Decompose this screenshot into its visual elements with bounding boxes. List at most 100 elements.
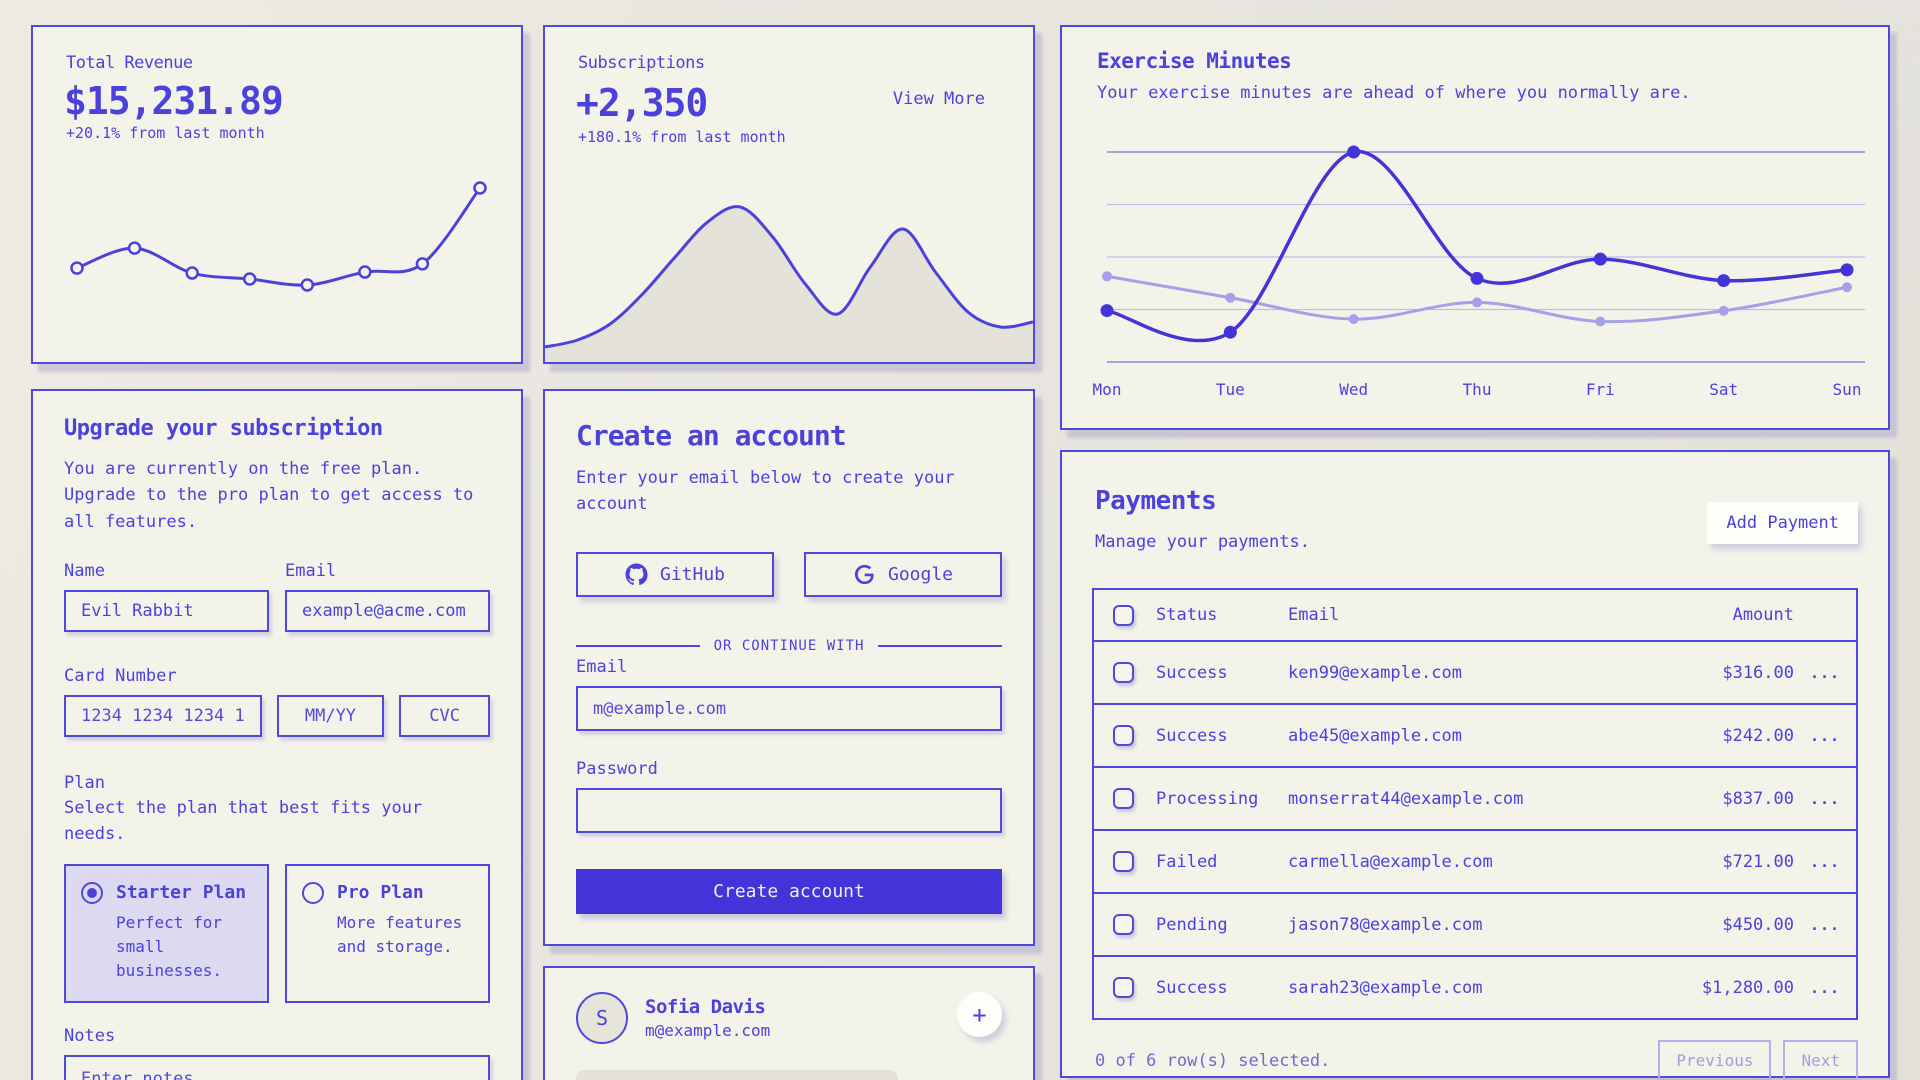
create-password-label: Password	[576, 759, 658, 779]
create-account-card: Create an account Enter your email below…	[543, 389, 1035, 946]
status-cell: Processing	[1156, 788, 1259, 809]
email-cell: carmella@example.com	[1288, 851, 1493, 872]
revenue-sparkline-chart	[70, 181, 487, 292]
row-menu-button[interactable]: ...	[1809, 978, 1841, 997]
status-cell: Success	[1156, 662, 1228, 683]
chat-user-name: Sofia Davis	[645, 996, 766, 1018]
status-cell: Success	[1156, 977, 1228, 998]
starter-plan-description: Perfect for small businesses.	[116, 912, 222, 980]
pro-plan-radio[interactable]	[302, 881, 324, 904]
email-cell: ken99@example.com	[1288, 662, 1462, 683]
github-icon	[625, 563, 648, 586]
chat-card: S Sofia Davis m@example.com +	[543, 966, 1035, 1080]
row-menu-button[interactable]: ...	[1809, 726, 1841, 745]
create-account-title: Create an account	[576, 419, 847, 452]
select-all-checkbox[interactable]	[1113, 604, 1134, 626]
plan-option-starter[interactable]: Starter Plan Perfect for small businesse…	[64, 863, 269, 1003]
next-page-button[interactable]: Next	[1783, 1040, 1858, 1080]
notes-field[interactable]	[64, 1055, 490, 1080]
subscriptions-card: Subscriptions +2,350 +180.1% from last m…	[543, 25, 1035, 364]
row-checkbox[interactable]	[1113, 725, 1134, 746]
total-revenue-card: Total Revenue $15,231.89 +20.1% from las…	[31, 25, 523, 364]
table-row[interactable]: Success ken99@example.com $316.00...	[1094, 640, 1856, 703]
table-row[interactable]: Success sarah23@example.com $1,280.00...	[1094, 955, 1856, 1018]
email-label: Email	[285, 561, 337, 581]
row-checkbox[interactable]	[1113, 851, 1134, 872]
table-row[interactable]: Pending jason78@example.com $450.00...	[1094, 892, 1856, 955]
pro-plan-name: Pro Plan	[337, 882, 424, 904]
status-cell: Success	[1156, 725, 1228, 746]
table-row[interactable]: Success abe45@example.com $242.00...	[1094, 703, 1856, 766]
svg-text:Mon: Mon	[1093, 380, 1122, 399]
new-message-button[interactable]: +	[957, 992, 1002, 1037]
rows-selected-text: 0 of 6 row(s) selected.	[1095, 1050, 1331, 1071]
row-menu-button[interactable]: ...	[1809, 663, 1841, 682]
google-button[interactable]: Google	[804, 552, 1002, 597]
payments-table: Status Email Amount Success ken99@example…	[1092, 588, 1858, 1020]
create-email-field[interactable]	[576, 686, 1002, 731]
payments-table-header: Status Email Amount	[1094, 590, 1856, 640]
card-number-label: Card Number	[64, 666, 177, 686]
payments-subtitle: Manage your payments.	[1095, 532, 1310, 552]
svg-text:Wed: Wed	[1339, 380, 1368, 399]
github-button[interactable]: GitHub	[576, 552, 774, 597]
upgrade-title: Upgrade your subscription	[64, 416, 383, 441]
email-field[interactable]	[285, 590, 490, 632]
amount-cell: $837.00	[1722, 788, 1794, 809]
svg-text:Fri: Fri	[1586, 380, 1615, 399]
name-field[interactable]	[64, 590, 269, 632]
total-revenue-title: Total Revenue	[66, 53, 193, 73]
upgrade-subscription-card: Upgrade your subscription You are curren…	[31, 389, 523, 1080]
subscriptions-delta: +180.1% from last month	[578, 128, 786, 146]
github-button-label: GitHub	[659, 564, 726, 585]
amount-cell: $450.00	[1722, 914, 1794, 935]
previous-page-button[interactable]: Previous	[1658, 1040, 1772, 1080]
starter-plan-name: Starter Plan	[116, 882, 247, 904]
exercise-title: Exercise Minutes	[1097, 49, 1292, 73]
svg-text:Sat: Sat	[1709, 380, 1738, 399]
chat-message-bubble	[576, 1070, 898, 1080]
amount-cell: $721.00	[1722, 851, 1794, 872]
row-checkbox[interactable]	[1113, 662, 1134, 683]
plan-label: Plan	[64, 773, 105, 793]
email-cell: monserrat44@example.com	[1288, 788, 1524, 809]
add-payment-button[interactable]: Add Payment	[1707, 502, 1858, 544]
total-revenue-value: $15,231.89	[64, 79, 284, 123]
cvc-field[interactable]	[399, 695, 490, 737]
chat-user-email: m@example.com	[645, 1021, 771, 1040]
svg-text:Tue: Tue	[1216, 380, 1245, 399]
avatar: S	[576, 992, 628, 1044]
expiry-field[interactable]	[276, 695, 385, 737]
starter-plan-radio[interactable]	[81, 881, 103, 904]
payments-title: Payments	[1095, 486, 1217, 516]
status-cell: Failed	[1156, 851, 1218, 872]
column-header-amount: Amount	[1732, 605, 1794, 625]
divider-text: OR CONTINUE WITH	[713, 638, 865, 654]
pro-plan-description: More features and storage.	[337, 912, 463, 956]
plan-option-pro[interactable]: Pro Plan More features and storage.	[285, 863, 490, 1003]
amount-cell: $1,280.00	[1701, 977, 1794, 998]
row-menu-button[interactable]: ...	[1809, 915, 1841, 934]
card-number-field[interactable]	[64, 695, 262, 737]
table-row[interactable]: Processing monserrat44@example.com $837.00…	[1094, 766, 1856, 829]
table-row[interactable]: Failed carmella@example.com $721.00...	[1094, 829, 1856, 892]
row-checkbox[interactable]	[1113, 914, 1134, 935]
subscriptions-title: Subscriptions	[578, 53, 705, 73]
svg-text:Thu: Thu	[1463, 380, 1492, 399]
row-menu-button[interactable]: ...	[1809, 789, 1841, 808]
view-more-button[interactable]: View More	[892, 89, 985, 109]
row-checkbox[interactable]	[1113, 977, 1134, 998]
subscriptions-area-chart	[545, 205, 1033, 362]
column-header-status: Status	[1156, 605, 1218, 625]
plan-description: Select the plan that best fits your need…	[64, 798, 423, 845]
svg-text:Sun: Sun	[1833, 380, 1862, 399]
create-account-button[interactable]: Create account	[576, 869, 1002, 914]
row-menu-button[interactable]: ...	[1809, 852, 1841, 871]
exercise-minutes-card: Mon Tue Wed Thu Fri Sat Sun Exercise Minutes Y…	[1060, 25, 1890, 430]
row-checkbox[interactable]	[1113, 788, 1134, 809]
create-password-field[interactable]	[576, 788, 1002, 833]
status-cell: Pending	[1156, 914, 1228, 935]
upgrade-description: You are currently on the free plan. Upgr…	[64, 459, 474, 532]
or-continue-divider: OR CONTINUE WITH	[576, 638, 1002, 654]
